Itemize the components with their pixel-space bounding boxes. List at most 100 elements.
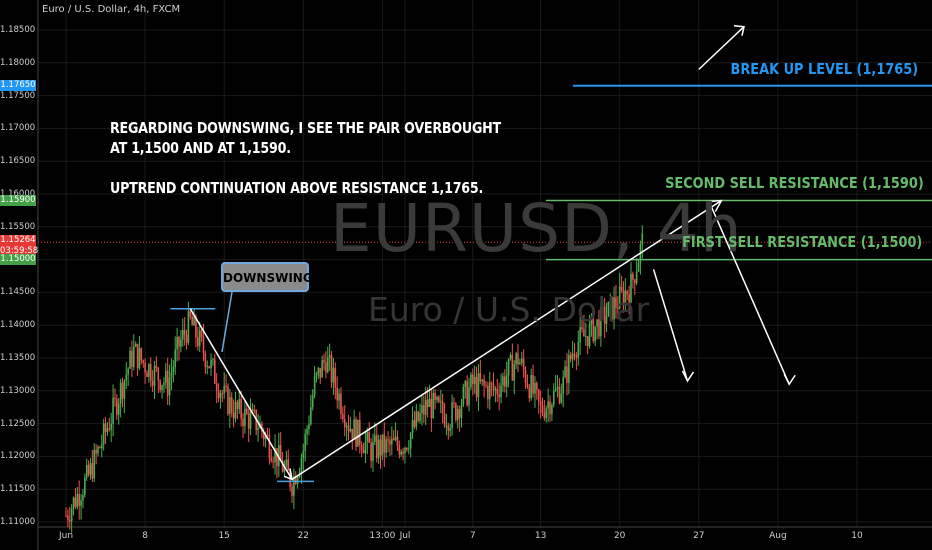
candle-body <box>112 397 114 424</box>
candle-body <box>443 413 446 426</box>
candle-body <box>172 367 175 373</box>
candle-body <box>138 348 141 369</box>
candle-body <box>392 438 395 440</box>
candle-body <box>106 428 109 432</box>
candle-body <box>517 353 519 365</box>
candle-body <box>360 444 363 451</box>
candle-body <box>317 367 320 374</box>
candle-body <box>628 294 630 303</box>
candle-body <box>319 367 322 378</box>
candle-body <box>181 329 184 340</box>
candle-body <box>123 380 126 399</box>
price-tick-label: 1.12500 <box>0 418 36 429</box>
candle-body <box>84 477 86 496</box>
candle-body <box>366 432 369 442</box>
candle-body <box>149 364 152 382</box>
candle-body <box>438 397 440 402</box>
candle-body <box>632 273 634 280</box>
candle-body <box>522 358 525 370</box>
break-up-level-label: BREAK UP LEVEL (1,1765) <box>730 60 918 78</box>
candle-body <box>351 428 354 439</box>
candle-body <box>496 388 499 395</box>
candle-body <box>294 476 297 484</box>
candle-body <box>455 403 457 420</box>
candle-body <box>197 337 199 347</box>
price-tag: 1.15000 <box>0 254 36 266</box>
candle-body <box>394 436 397 440</box>
candle-body <box>257 428 259 431</box>
candle-body <box>293 476 295 496</box>
candle-body <box>624 290 627 306</box>
candle-body <box>473 377 476 384</box>
candle-body <box>266 434 269 436</box>
candle-body <box>242 418 244 426</box>
candle-body <box>451 402 453 429</box>
candle-body <box>230 397 233 413</box>
candle-body <box>387 439 389 441</box>
candle-body <box>244 408 246 426</box>
candle-body <box>637 263 640 272</box>
price-tick-label: 1.13000 <box>0 385 36 396</box>
price-tag: 1.17650 <box>0 80 36 92</box>
candle-body <box>603 306 606 324</box>
candle-body <box>311 395 314 408</box>
candle-body <box>296 476 299 484</box>
candle-body <box>80 500 82 506</box>
candle-body <box>417 411 419 421</box>
candle-body <box>464 381 467 387</box>
candle-body <box>519 362 521 365</box>
candle-body <box>592 316 595 342</box>
candle-body <box>441 401 444 414</box>
candle-body <box>415 411 418 427</box>
candle-body <box>342 413 344 420</box>
candle-body <box>345 425 348 428</box>
candle-body <box>487 386 489 400</box>
candle-body <box>191 316 193 326</box>
price-tick-label: 1.11500 <box>0 484 36 495</box>
candle-body <box>291 486 293 496</box>
candle-body <box>530 375 532 399</box>
up-arrow-head <box>733 24 745 36</box>
candle-body <box>564 366 566 378</box>
price-tag: 03:59:58 <box>0 245 39 257</box>
candle-body <box>185 335 188 343</box>
candle-body <box>547 401 549 409</box>
candle-body <box>208 366 210 368</box>
candle-body <box>432 392 435 419</box>
price-tick-label: 1.16500 <box>0 156 36 167</box>
candle-body <box>325 362 327 373</box>
candle-body <box>428 398 431 407</box>
candle-body <box>549 401 551 415</box>
candle-body <box>407 448 410 450</box>
candle-body <box>423 405 425 415</box>
candle-body <box>426 399 429 407</box>
candle-body <box>343 419 346 428</box>
time-tick-label: 13 <box>534 531 547 541</box>
candle-body <box>528 387 531 399</box>
candle-body <box>626 290 629 295</box>
time-tick-label: 7 <box>469 531 476 541</box>
candle-body <box>225 385 227 387</box>
candle-body <box>485 385 487 387</box>
price-tick-label: 1.11000 <box>0 517 36 527</box>
price-tick-label: 1.18500 <box>0 25 36 35</box>
candle-body <box>87 465 90 475</box>
candle-body <box>569 355 572 360</box>
candle-body <box>95 449 97 454</box>
downswing-callout[interactable]: DOWNSWING <box>221 262 313 292</box>
candle-body <box>434 392 436 400</box>
candle-body <box>146 372 148 377</box>
candle-body <box>445 425 448 427</box>
candle-body <box>213 359 216 384</box>
candle-body <box>104 423 107 432</box>
time-tick-label: 27 <box>693 531 705 541</box>
candle-body <box>556 387 559 389</box>
candle-body <box>193 316 195 326</box>
candle-body <box>281 460 284 472</box>
candle-body <box>466 381 468 406</box>
candle-body <box>447 425 450 431</box>
name-watermark: Euro / U.S. Dollar <box>368 290 650 329</box>
candle-body <box>287 459 290 471</box>
candle-body <box>334 367 337 388</box>
